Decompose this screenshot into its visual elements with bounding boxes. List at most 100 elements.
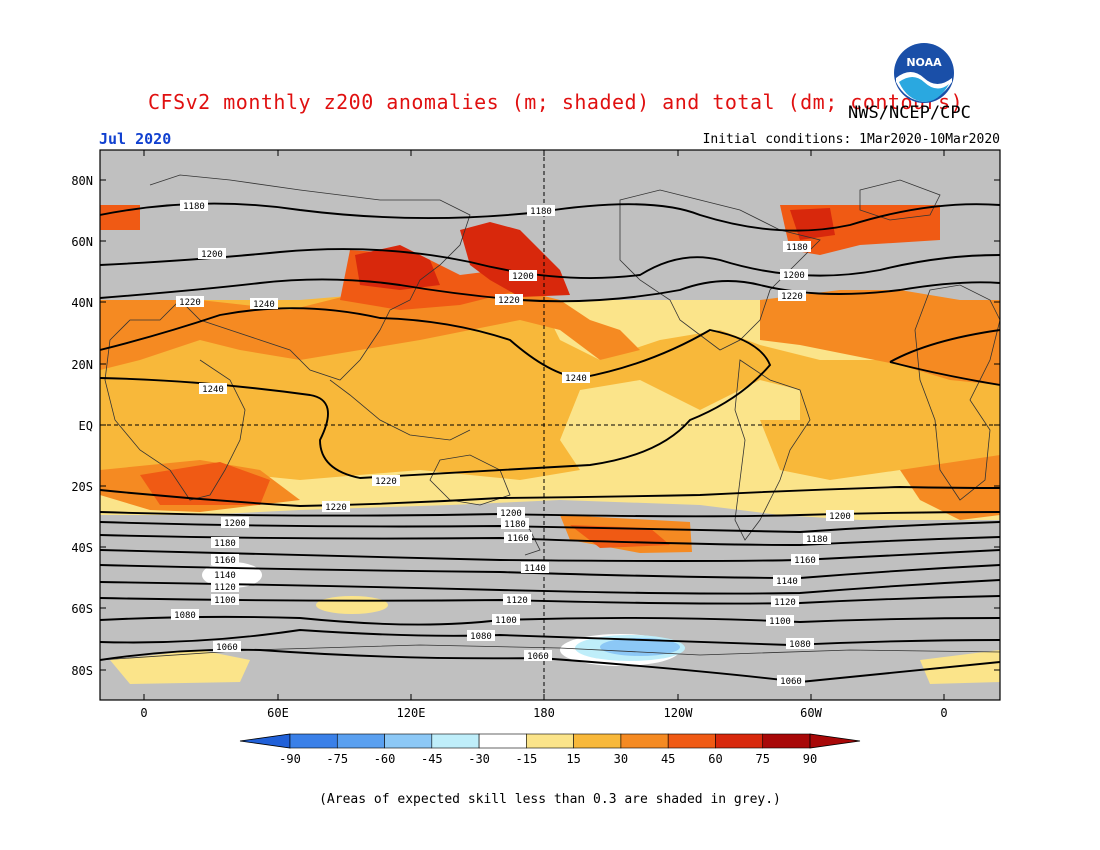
contour-label: 1220	[372, 475, 400, 487]
contour-label: 1200	[780, 269, 808, 281]
colorbar-box	[384, 733, 433, 749]
contour-label: 1220	[322, 501, 350, 513]
longitude-axis: 0 60E 120E 180 120W 60W 0	[140, 150, 948, 720]
colorbar-arrow-right	[809, 733, 861, 749]
noaa-logo-icon: NOAA	[894, 43, 954, 103]
svg-text:1220: 1220	[781, 292, 803, 302]
contour-label: 1120	[503, 594, 531, 606]
colorbar-tick-label: -45	[421, 752, 443, 766]
svg-text:1200: 1200	[829, 512, 851, 522]
contour-label: 1160	[211, 554, 239, 566]
latitude-axis: 80N 60N 40N 20N EQ 20S 40S 60S 80S	[71, 174, 1000, 678]
colorbar-box	[573, 733, 622, 749]
colorbar-box	[431, 733, 480, 749]
svg-text:1120: 1120	[214, 583, 236, 593]
svg-text:1240: 1240	[202, 385, 224, 395]
contour-label: 1240	[250, 298, 278, 310]
svg-text:1080: 1080	[174, 611, 196, 621]
contour-label: 1200	[198, 248, 226, 260]
contour-label: 1140	[211, 569, 239, 581]
contour-label: 1160	[791, 554, 819, 566]
svg-text:1180: 1180	[504, 520, 526, 530]
anomaly-75-90-region	[355, 245, 440, 290]
svg-text:1240: 1240	[253, 300, 275, 310]
initial-conditions: Initial conditions: 1Mar2020-10Mar2020	[702, 132, 1000, 147]
anomaly-75-90-region-np	[460, 222, 570, 297]
svg-text:1200: 1200	[512, 272, 534, 282]
colorbar-box	[620, 733, 669, 749]
colorbar-tick-label: 30	[614, 752, 628, 766]
lon-tick-label: 180	[533, 706, 555, 720]
contour-label: 1200	[497, 507, 525, 519]
contour-label: 1080	[171, 609, 199, 621]
contour-label: 1180	[783, 241, 811, 253]
contour-label: 1220	[176, 296, 204, 308]
svg-text:1080: 1080	[789, 640, 811, 650]
svg-text:1160: 1160	[794, 556, 816, 566]
height-contours	[100, 202, 1000, 683]
lat-tick-label: EQ	[79, 419, 93, 433]
svg-text:1220: 1220	[498, 296, 520, 306]
contour-label: 1140	[521, 562, 549, 574]
anomaly-45-60-region	[100, 285, 640, 370]
anomaly-60-75-region-wa	[100, 205, 140, 230]
anomaly-15-30-region-ant	[110, 650, 250, 684]
lon-tick-label: 0	[940, 706, 947, 720]
agency-label: NWS/NCEP/CPC	[848, 103, 971, 123]
contour-label: 1220	[495, 294, 523, 306]
contour-label: 1100	[211, 594, 239, 606]
svg-text:1060: 1060	[780, 677, 802, 687]
contour-label: 1220	[778, 290, 806, 302]
colorbar-tick-label: -75	[326, 752, 348, 766]
contour-label: 1100	[766, 615, 794, 627]
svg-text:1180: 1180	[214, 539, 236, 549]
svg-text:1200: 1200	[500, 509, 522, 519]
svg-text:1240: 1240	[565, 374, 587, 384]
lat-tick-label: 20S	[71, 480, 93, 494]
colorbar-box	[667, 733, 716, 749]
contour-label: 1120	[211, 581, 239, 593]
svg-text:1120: 1120	[506, 596, 528, 606]
lat-tick-label: 60S	[71, 602, 93, 616]
anomaly-negative-region-2	[600, 638, 680, 656]
contour-label: 1060	[524, 650, 552, 662]
contour-label: 1160	[504, 532, 532, 544]
svg-text:1060: 1060	[216, 643, 238, 653]
lon-tick-label: 120W	[664, 706, 694, 720]
colorbar-box	[478, 733, 527, 749]
svg-text:1200: 1200	[201, 250, 223, 260]
svg-text:1220: 1220	[375, 477, 397, 487]
contour-label: 1120	[771, 596, 799, 608]
svg-text:NOAA: NOAA	[906, 56, 942, 69]
contour-label: 1200	[221, 517, 249, 529]
contour-label: 1180	[803, 533, 831, 545]
anomaly-45-60-region-east	[760, 290, 1000, 385]
lon-tick-label: 60E	[267, 706, 289, 720]
contour-label: 1080	[786, 638, 814, 650]
forecast-month: Jul 2020	[99, 130, 172, 148]
colorbar-tick-label: 75	[756, 752, 770, 766]
colorbar-tick-label: 45	[661, 752, 675, 766]
colorbar-arrow-left	[239, 733, 291, 749]
colorbar-tick-label: -60	[374, 752, 396, 766]
contour-label: 1240	[562, 372, 590, 384]
colorbar-tick-label: -30	[468, 752, 490, 766]
contour-label: 1100	[492, 614, 520, 626]
svg-text:1080: 1080	[470, 632, 492, 642]
svg-text:1180: 1180	[806, 535, 828, 545]
svg-text:1060: 1060	[527, 652, 549, 662]
colorbar-box	[289, 733, 338, 749]
lat-tick-label: 20N	[71, 358, 93, 372]
contour-label: 1180	[180, 200, 208, 212]
contour-label: 1200	[509, 270, 537, 282]
colorbar-tick-label: -90	[279, 752, 301, 766]
skill-footnote: (Areas of expected skill less than 0.3 a…	[319, 792, 781, 807]
svg-text:1220: 1220	[179, 298, 201, 308]
lat-tick-label: 80N	[71, 174, 93, 188]
colorbar-box	[715, 733, 764, 749]
svg-text:1160: 1160	[507, 534, 529, 544]
svg-text:1100: 1100	[214, 596, 236, 606]
